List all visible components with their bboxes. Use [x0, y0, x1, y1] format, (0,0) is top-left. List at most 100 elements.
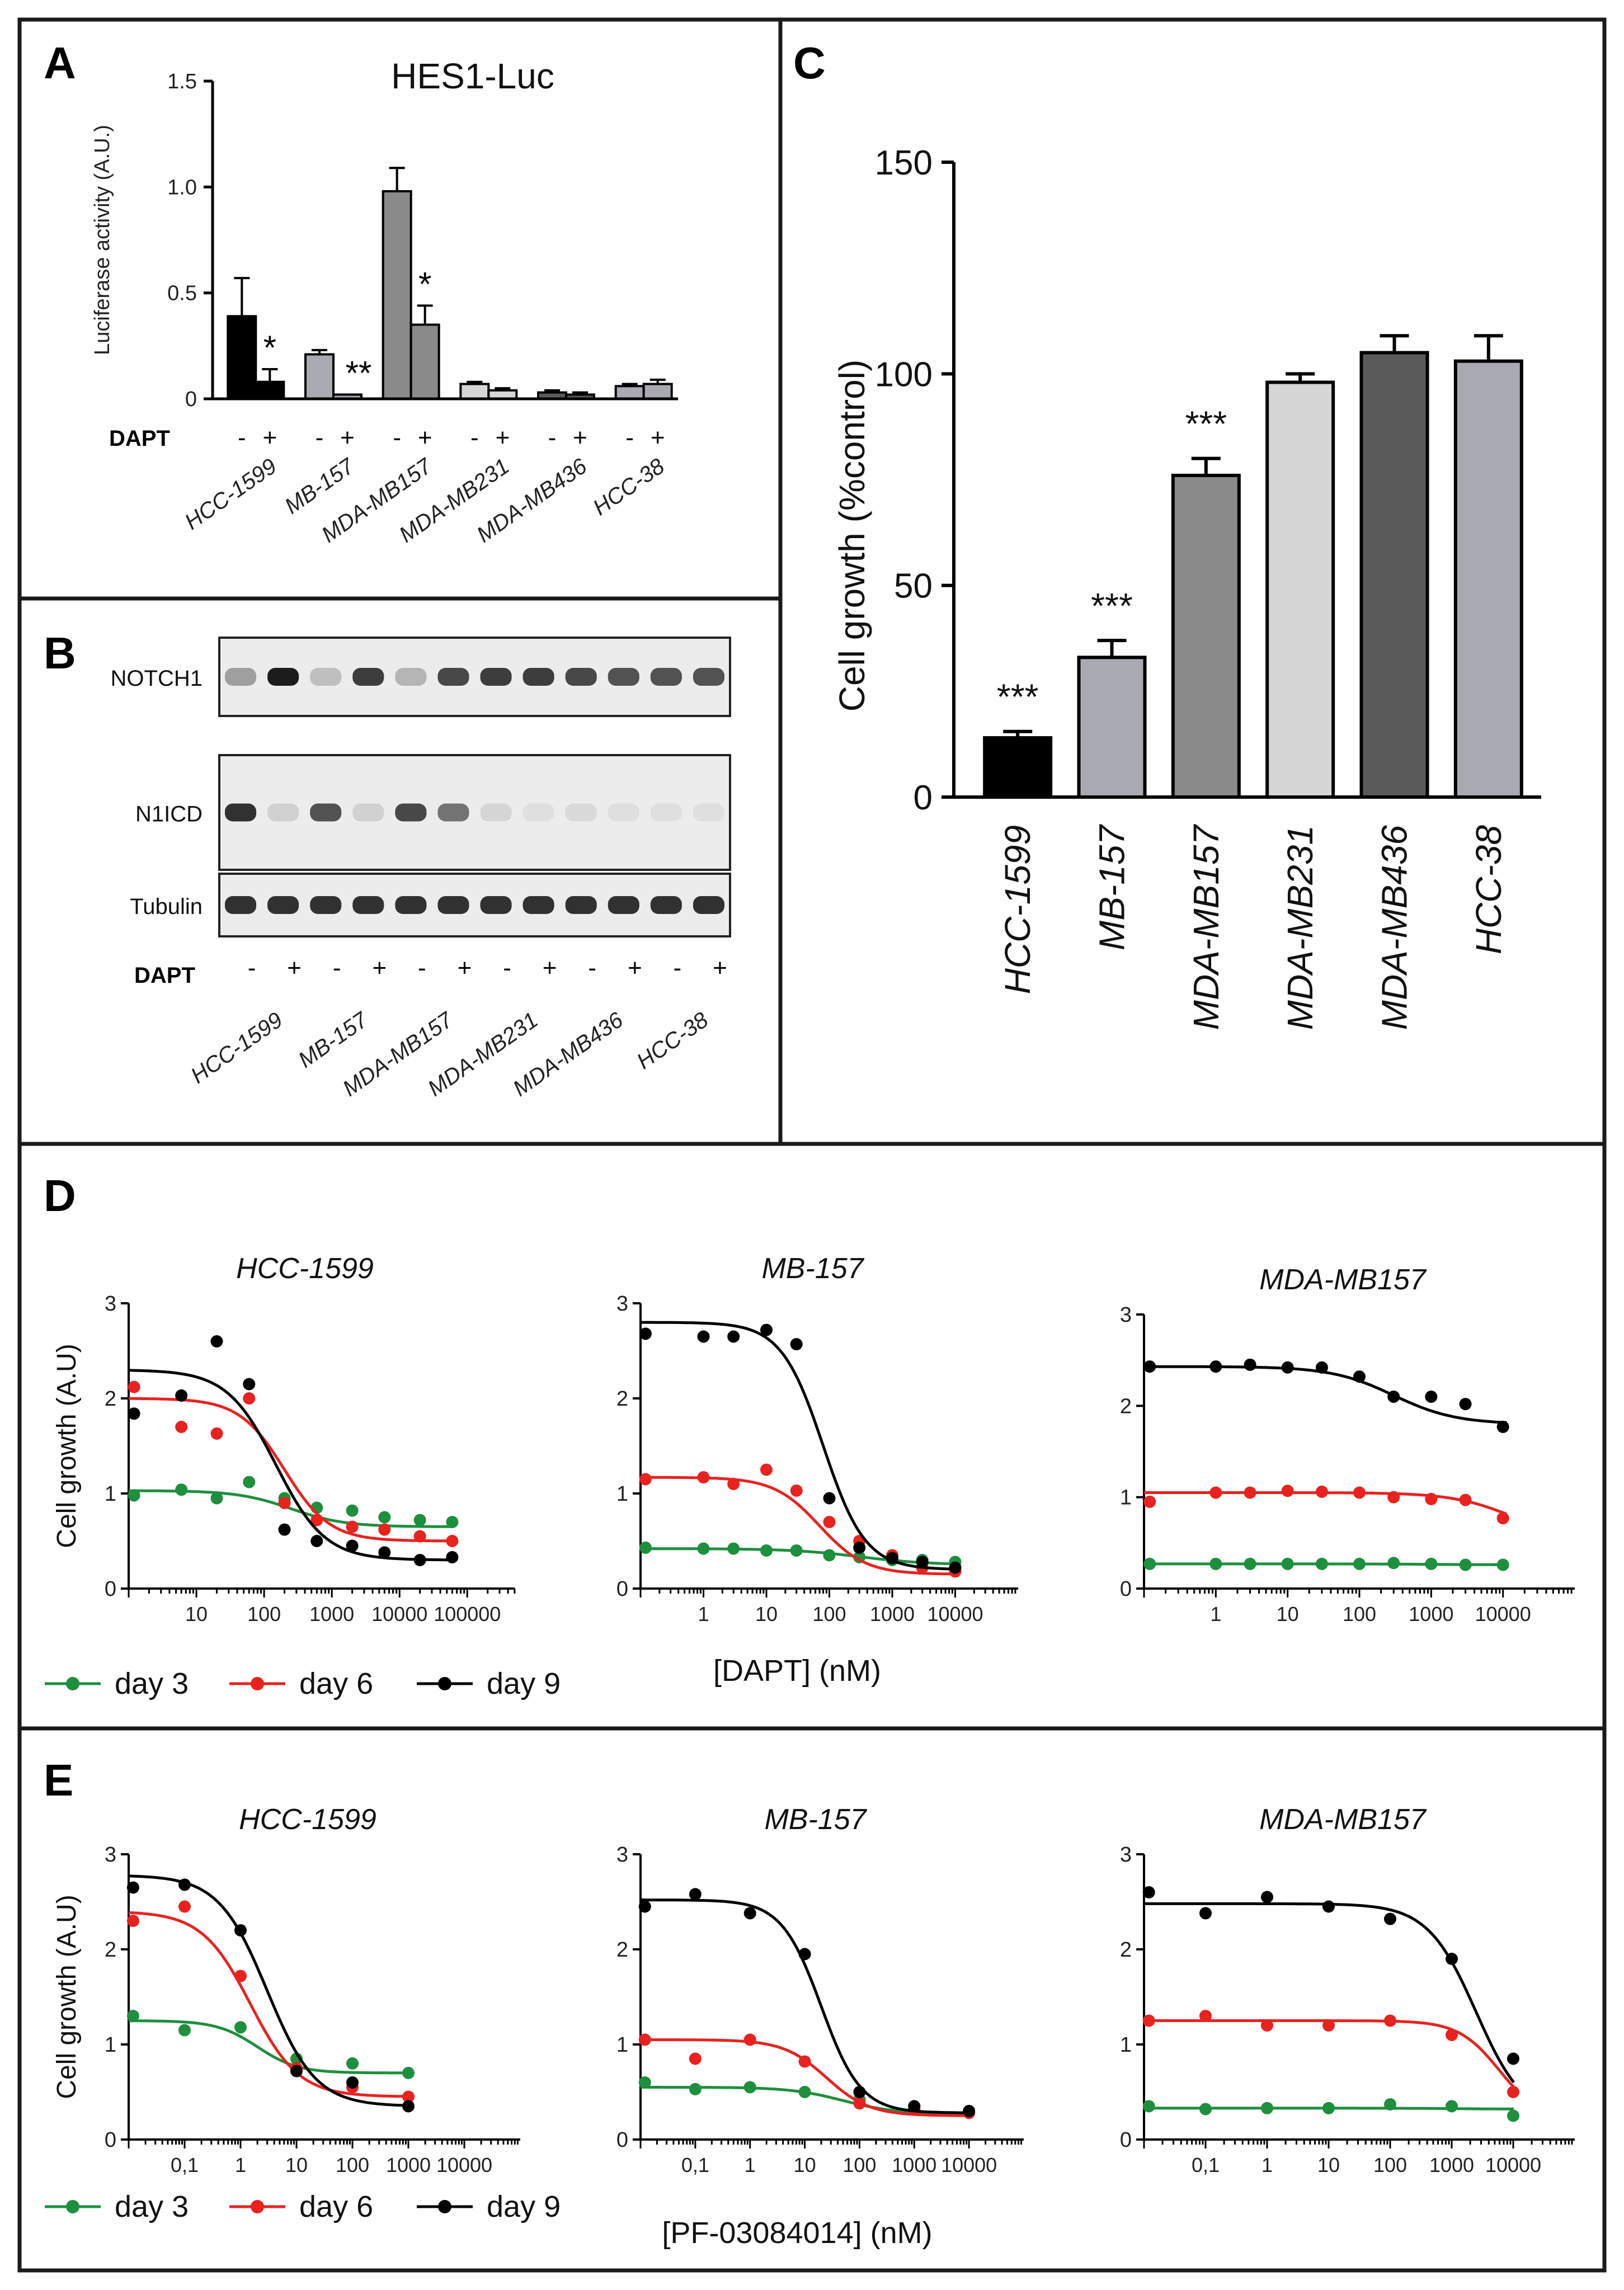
e-mda-mb157-point-day-6 — [1199, 2010, 1212, 2022]
e-hcc-1599-point-day-3 — [402, 2067, 415, 2079]
e-mb-157-point-day-6 — [638, 2033, 651, 2046]
d-mb-157-y-tick-label: 3 — [616, 1292, 628, 1316]
d-hcc-1599-x-tick-label: 1000 — [309, 1603, 354, 1625]
d-mda-mb157-point-day-6 — [1143, 1495, 1156, 1508]
d-mb-157-x-tick-label: 1 — [698, 1603, 709, 1625]
e-mb-157-point-day-9 — [689, 1888, 702, 1901]
d-mda-mb157-point-day-9 — [1387, 1391, 1400, 1403]
b-band-tubulin — [608, 896, 639, 914]
d-mb-157-point-day-9 — [727, 1330, 740, 1343]
c-significance-label: *** — [1091, 586, 1133, 626]
d-hcc-1599-x-tick-label: 100 — [247, 1603, 281, 1625]
e-mb-157-y-tick-label: 1 — [616, 2033, 628, 2057]
d-hcc-1599-y-tick-label: 0 — [105, 1577, 116, 1601]
a-significance-label: * — [418, 265, 431, 303]
d-hcc-1599-point-day-9 — [175, 1389, 188, 1402]
e-mb-157-point-day-6 — [689, 2052, 702, 2065]
a-treatment-sign: + — [573, 424, 587, 451]
e-mda-mb157-y-tick-label: 0 — [1120, 2128, 1132, 2152]
d-mb-157-point-day-6 — [823, 1516, 836, 1528]
b-band-n1icd — [352, 803, 384, 822]
e-mda-mb157-point-day-3 — [1142, 2100, 1155, 2113]
d-hcc-1599-point-day-6 — [210, 1427, 223, 1440]
e-mb-157-x-tick-label: 1000 — [892, 2154, 936, 2176]
e-mda-mb157-point-day-3 — [1507, 2109, 1519, 2122]
c-y-axis-label: Cell growth (%control) — [832, 360, 872, 712]
e-mda-mb157-point-day-6 — [1261, 2019, 1273, 2032]
d-mb-157-point-day-6 — [639, 1473, 652, 1486]
d-hcc-1599-x-tick-label: 10 — [185, 1603, 208, 1625]
e-mb-157-x-tick-label: 0,1 — [681, 2154, 709, 2176]
d-mb-157-x-tick-label: 10000 — [927, 1603, 983, 1625]
e-hcc-1599-x-tick-label: 100 — [336, 2154, 369, 2176]
d-y-axis-label: Cell growth (A.U) — [52, 1344, 82, 1548]
a-treatment-sign: + — [495, 424, 510, 451]
e-mb-157-y-tick-label: 2 — [616, 1938, 628, 1962]
e-mb-157-x-tick-label: 1 — [745, 2154, 756, 2176]
b-treatment-sign: - — [333, 954, 341, 982]
b-band-notch1 — [352, 668, 384, 686]
d-mda-mb157-point-day-3 — [1387, 1557, 1400, 1570]
d-mb-157-point-day-3 — [790, 1544, 803, 1557]
d-hcc-1599-point-day-9 — [310, 1535, 323, 1547]
d-mb-157-fit-day-6 — [641, 1476, 959, 1576]
b-band-tubulin — [352, 896, 384, 914]
b-treatment-sign: + — [713, 954, 727, 982]
c-category-label-mb-157: MB-157 — [1092, 824, 1132, 951]
d-hcc-1599-fit-day-9 — [128, 1369, 454, 1562]
d-mda-mb157-point-day-3 — [1425, 1557, 1438, 1570]
d-mda-mb157-point-day-3 — [1315, 1557, 1328, 1570]
b-band-n1icd — [310, 803, 342, 822]
d-hcc-1599-point-day-6 — [175, 1421, 188, 1433]
legend-label-day-6: day 6 — [299, 2190, 373, 2223]
d-mb-157-fit-day-9 — [641, 1321, 959, 1571]
d-mb-157-point-day-9 — [639, 1327, 652, 1340]
d-hcc-1599-point-day-3 — [378, 1511, 391, 1524]
c-y-tick-label: 150 — [875, 144, 933, 182]
panel-letter-a: A — [44, 38, 76, 88]
e-hcc-1599-y-tick-label: 3 — [105, 1843, 116, 1867]
b-treatment-sign: + — [372, 954, 387, 982]
d-hcc-1599-y-tick-label: 3 — [105, 1292, 116, 1316]
panel-c: 0 50 100 150 Cell growth (%control) *** HCC-15… — [832, 144, 1541, 1030]
d-mb-157-point-day-9 — [823, 1492, 836, 1505]
e-mb-157-point-day-9 — [853, 2086, 866, 2098]
b-band-n1icd — [267, 803, 299, 822]
a-bar-mda-mb231-minus — [459, 383, 490, 400]
b-band-n1icd — [395, 803, 427, 822]
d-mb-157-point-day-3 — [697, 1542, 710, 1555]
d-hcc-1599-point-day-9 — [446, 1551, 459, 1563]
a-treatment-sign: - — [548, 424, 557, 451]
d-mda-mb157-point-day-6 — [1387, 1491, 1400, 1504]
d-mb-157-y-tick-label: 1 — [616, 1482, 628, 1506]
d-mda-mb157-point-day-6 — [1281, 1485, 1294, 1497]
e-mda-mb157-point-day-3 — [1322, 2101, 1335, 2114]
d-hcc-1599-point-day-3 — [446, 1516, 459, 1528]
legend-marker-day-9 — [438, 1677, 451, 1690]
panel-letter-d: D — [44, 1171, 76, 1221]
d-mda-mb157-point-day-6 — [1244, 1486, 1256, 1499]
legend-label-day-9: day 9 — [487, 2190, 561, 2223]
d-hcc-1599-point-day-9 — [210, 1335, 223, 1347]
b-band-tubulin — [267, 896, 299, 914]
e-hcc-1599-point-day-3 — [126, 2010, 139, 2022]
b-band-n1icd — [693, 803, 724, 822]
d-mb-157-point-day-9 — [949, 1561, 962, 1574]
legend-marker-day-9 — [438, 2200, 451, 2213]
e-mda-mb157-point-day-9 — [1507, 2052, 1519, 2065]
c-significance-label: *** — [997, 677, 1039, 717]
a-bar-hcc-38-minus — [614, 385, 645, 400]
e-hcc-1599-fit-day-3 — [129, 2019, 409, 2075]
b-band-notch1 — [395, 668, 427, 686]
d-mda-mb157-y-tick-label: 3 — [1120, 1303, 1132, 1327]
d-mb-157-point-day-9 — [853, 1541, 866, 1554]
b-band-n1icd — [480, 803, 512, 822]
d-hcc-1599-title: HCC-1599 — [236, 1252, 374, 1285]
b-band-n1icd — [565, 803, 597, 822]
legend-label-day-3: day 3 — [115, 1667, 189, 1700]
b-band-n1icd — [608, 803, 639, 822]
b-treatment-sign: - — [588, 954, 596, 982]
d-mda-mb157-point-day-9 — [1353, 1370, 1366, 1383]
a-treatment-sign: - — [316, 424, 324, 451]
